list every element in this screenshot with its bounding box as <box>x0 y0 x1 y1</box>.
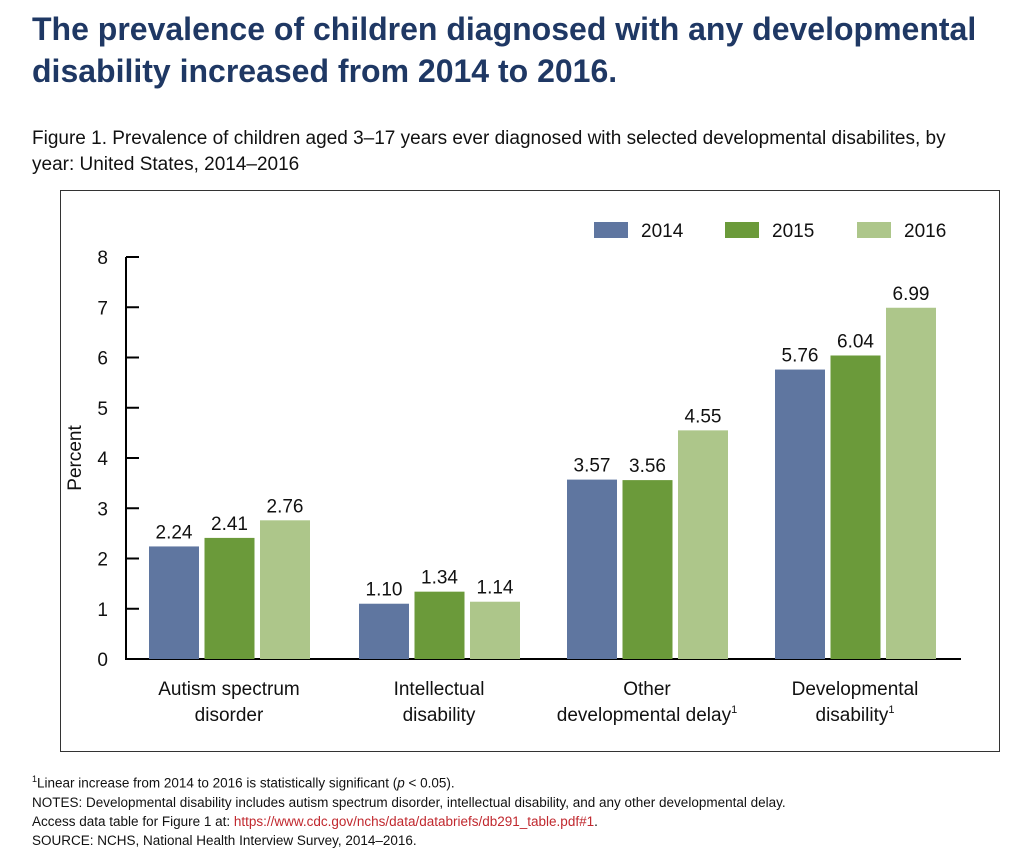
data-label: 3.57 <box>574 456 611 477</box>
y-axis-label: Percent <box>65 425 86 491</box>
bar-2015 <box>622 480 673 659</box>
footnote-text: Linear increase from 2014 to 2016 is sta… <box>37 775 398 791</box>
data-label: 1.10 <box>366 580 403 601</box>
headline: The prevalence of children diagnosed wit… <box>32 11 977 89</box>
bar-2015 <box>204 537 255 659</box>
category-label-line2: developmental delay1 <box>557 704 737 726</box>
y-tick-label: 8 <box>97 248 108 269</box>
access-text: Access data table for Figure 1 at: <box>32 813 234 829</box>
data-label: 3.56 <box>629 456 666 477</box>
footnote: 1Linear increase from 2014 to 2016 is st… <box>32 770 786 793</box>
bar-2015 <box>830 355 881 659</box>
y-tick-label: 3 <box>97 499 108 520</box>
category-label-line1: Intellectual <box>394 679 485 700</box>
access-end: . <box>594 813 598 829</box>
bar-2014 <box>359 603 409 659</box>
bar-2015 <box>414 591 465 659</box>
notes-text: NOTES: Developmental disability includes… <box>32 794 786 810</box>
source-text: SOURCE: NCHS, National Health Interview … <box>32 832 417 848</box>
footnote-marker: 1 <box>731 704 737 716</box>
data-label: 1.34 <box>421 568 458 589</box>
data-label: 1.14 <box>477 578 514 599</box>
category-label-line2: disorder <box>195 705 264 726</box>
legend-swatch-2015 <box>725 222 759 238</box>
legend-label: 2014 <box>641 221 684 242</box>
category-label-line1: Autism spectrum <box>158 679 299 700</box>
notes: 1Linear increase from 2014 to 2016 is st… <box>32 770 786 850</box>
footnote-marker: 1 <box>888 704 894 716</box>
y-tick-label: 2 <box>97 550 108 571</box>
bar-2016 <box>470 601 520 659</box>
footnote-text-end: < 0.05). <box>404 775 455 791</box>
y-tick-label: 7 <box>97 298 108 319</box>
bar-2014 <box>567 479 617 659</box>
chart-frame: 0 1 2 3 4 5 6 7 8 Percent 2.24 2.41 2.76 Autism spect… <box>60 190 1000 752</box>
category-label-line1: Other <box>623 679 671 700</box>
bar-2014 <box>149 546 199 659</box>
data-label: 2.41 <box>211 514 248 535</box>
legend-swatch-2014 <box>594 222 628 238</box>
footnote-p: p <box>397 775 405 791</box>
category-label-line2: disability <box>403 705 476 726</box>
figure-caption: Figure 1. Prevalence of children aged 3–… <box>32 128 946 175</box>
data-label: 2.24 <box>156 522 193 543</box>
y-tick-label: 1 <box>97 600 108 621</box>
y-tick-label: 6 <box>97 349 108 370</box>
bar-2016 <box>886 307 936 659</box>
bar-2014 <box>775 369 825 659</box>
data-label: 6.04 <box>837 331 874 352</box>
legend-label: 2015 <box>772 221 814 242</box>
category-label-line2: disability1 <box>816 704 895 726</box>
footnote-marker: 1 <box>32 774 38 784</box>
legend-swatch-2016 <box>857 222 891 238</box>
data-label: 2.76 <box>267 496 304 517</box>
bar-chart: 0 1 2 3 4 5 6 7 8 Percent 2.24 2.41 2.76 Autism spect… <box>65 221 961 726</box>
data-label: 6.99 <box>893 284 930 305</box>
data-table-link[interactable]: https://www.cdc.gov/nchs/data/databriefs… <box>233 813 595 829</box>
bar-2016 <box>678 430 728 659</box>
y-tick-label: 0 <box>97 650 108 671</box>
bar-2016 <box>260 520 310 659</box>
y-tick-label: 5 <box>97 399 108 420</box>
access-line: Access data table for Figure 1 at: https… <box>32 812 786 831</box>
data-label: 4.55 <box>685 406 722 427</box>
legend-label: 2016 <box>904 221 946 242</box>
y-tick-label: 4 <box>97 449 108 470</box>
data-label: 5.76 <box>782 346 819 367</box>
category-label-line1: Developmental <box>792 679 919 700</box>
